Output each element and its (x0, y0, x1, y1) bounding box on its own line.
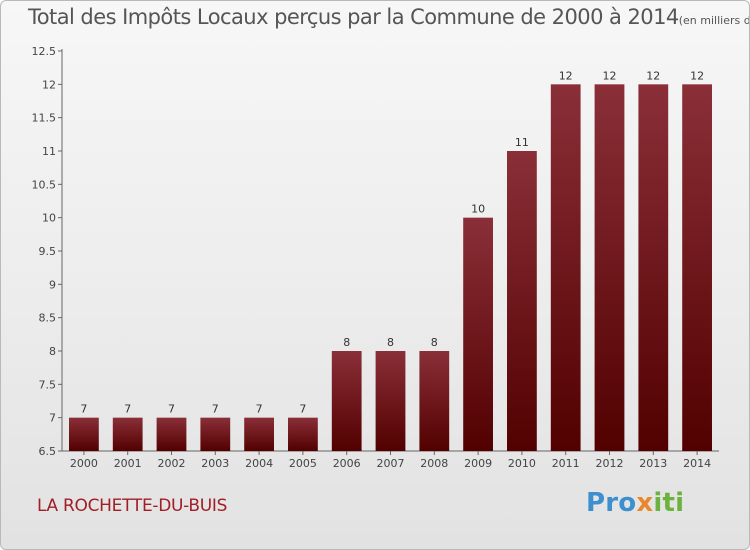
y-tick-label: 7 (49, 412, 56, 425)
x-tick-label: 2001 (114, 457, 142, 470)
bar-2004 (244, 417, 274, 451)
x-tick-label: 2009 (464, 457, 492, 470)
x-tick-label: 2012 (596, 457, 624, 470)
unit-note: (en milliers d'€) (678, 14, 749, 27)
bar-2014 (682, 84, 712, 451)
y-tick-label: 8 (49, 345, 56, 358)
x-tick-label: 2010 (508, 457, 536, 470)
y-tick-label: 8.5 (39, 312, 57, 325)
bar-value-label: 7 (299, 403, 306, 416)
bar-value-label: 12 (690, 69, 704, 82)
bar-value-label: 7 (212, 403, 219, 416)
bar-value-label: 12 (603, 69, 617, 82)
bar-value-label: 12 (646, 69, 660, 82)
x-tick-label: 2002 (158, 457, 186, 470)
bar-2002 (156, 417, 187, 451)
x-tick-label: 2007 (377, 457, 405, 470)
x-tick-label: 2014 (683, 457, 711, 470)
bar-value-label: 8 (343, 336, 350, 349)
bar-value-label: 8 (431, 336, 438, 349)
bar-value-label: 7 (80, 403, 87, 416)
bars (69, 84, 712, 451)
y-tick-label: 11 (42, 145, 56, 158)
brand-part-1: Pro (586, 488, 637, 518)
brand-logo: Proxiti (586, 488, 684, 518)
y-tick-label: 7.5 (39, 378, 57, 391)
bar-value-label: 11 (515, 136, 529, 149)
bar-value-label: 7 (124, 403, 131, 416)
y-tick-label: 9.5 (39, 245, 57, 258)
bar-labels: 7 7 7 7 7 7 8 8 8 10 11 12 12 12 12 (80, 69, 704, 415)
bar-2013 (638, 84, 669, 451)
bar-value-label: 7 (168, 403, 175, 416)
y-tick-label: 10 (42, 212, 56, 225)
x-tick-label: 2008 (420, 457, 448, 470)
bar-2001 (112, 417, 143, 451)
bar-2012 (594, 84, 625, 451)
y-tick-label: 9 (49, 278, 56, 291)
y-tick-label: 12.5 (32, 45, 57, 58)
y-tick-label: 6.5 (39, 445, 57, 458)
bar-value-label: 7 (256, 403, 263, 416)
x-tick-label: 2003 (201, 457, 229, 470)
y-tick-label: 11.5 (32, 112, 57, 125)
brand-part-2: x (636, 488, 654, 518)
bar-2003 (200, 417, 231, 451)
bar-2009 (463, 217, 493, 451)
x-tick-label: 2005 (289, 457, 317, 470)
x-tick-label: 2011 (552, 457, 580, 470)
y-tick-label: 12 (42, 78, 56, 91)
title-text: Total des Impôts Locaux perçus par la Co… (28, 5, 679, 29)
location-label: LA ROCHETTE-DU-BUIS (37, 496, 228, 516)
bar-2005 (288, 417, 318, 451)
bar-value-label: 8 (387, 336, 394, 349)
bar-2010 (507, 151, 537, 451)
bar-2008 (419, 351, 450, 451)
bar-2007 (375, 351, 406, 451)
bar-2011 (550, 84, 581, 451)
bar-value-label: 12 (559, 69, 573, 82)
axes: 6.5 7 7.5 8 8.5 9 9.5 10 10.5 11 11.5 12 12.5 2000 200… (32, 45, 719, 470)
bar-2006 (331, 351, 362, 451)
x-tick-label: 2013 (639, 457, 667, 470)
bar-value-label: 10 (471, 203, 485, 216)
y-tick-label: 10.5 (32, 178, 57, 191)
chart-title: Total des Impôts Locaux perçus par la Co… (28, 5, 749, 29)
x-tick-label: 2000 (70, 457, 98, 470)
x-tick-label: 2006 (333, 457, 361, 470)
x-tick-label: 2004 (245, 457, 273, 470)
brand-part-3: iti (653, 488, 685, 518)
bar-2000 (69, 417, 99, 451)
